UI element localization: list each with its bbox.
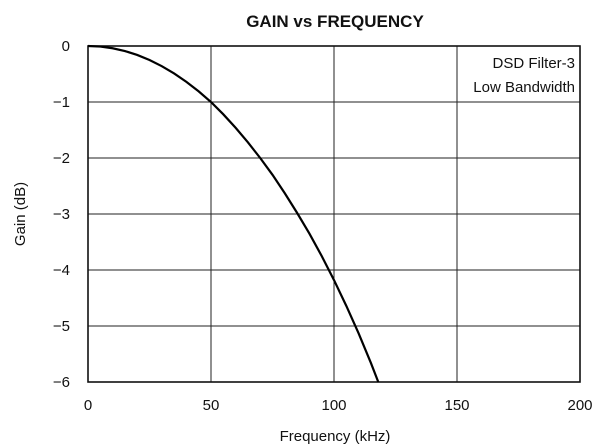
- y-tick-label: −3: [53, 206, 70, 223]
- x-tick-label: 0: [84, 397, 92, 414]
- y-tick-label: −2: [53, 150, 70, 167]
- annotation-filter-name: DSD Filter-3: [492, 55, 575, 72]
- x-axis-label: Frequency (kHz): [280, 428, 391, 445]
- annotation-bandwidth: Low Bandwidth: [473, 79, 575, 96]
- chart-title: GAIN vs FREQUENCY: [246, 12, 424, 31]
- gain-curve: [87, 44, 380, 383]
- x-tick-label: 200: [567, 397, 592, 414]
- plot-frame: [87, 45, 581, 383]
- grid: [88, 46, 580, 382]
- y-tick-label: −1: [53, 94, 70, 111]
- y-tick-label: −6: [53, 374, 70, 391]
- y-tick-label: 0: [62, 38, 70, 55]
- x-tick-label: 100: [321, 397, 346, 414]
- x-tick-label: 50: [203, 397, 220, 414]
- x-axis-ticks: 0 50 100 150 200: [84, 397, 593, 414]
- y-axis-ticks: 0 −1 −2 −3 −4 −5 −6: [53, 38, 70, 391]
- y-tick-label: −4: [53, 262, 70, 279]
- x-tick-label: 150: [444, 397, 469, 414]
- y-axis-label: Gain (dB): [12, 182, 29, 246]
- y-tick-label: −5: [53, 318, 70, 335]
